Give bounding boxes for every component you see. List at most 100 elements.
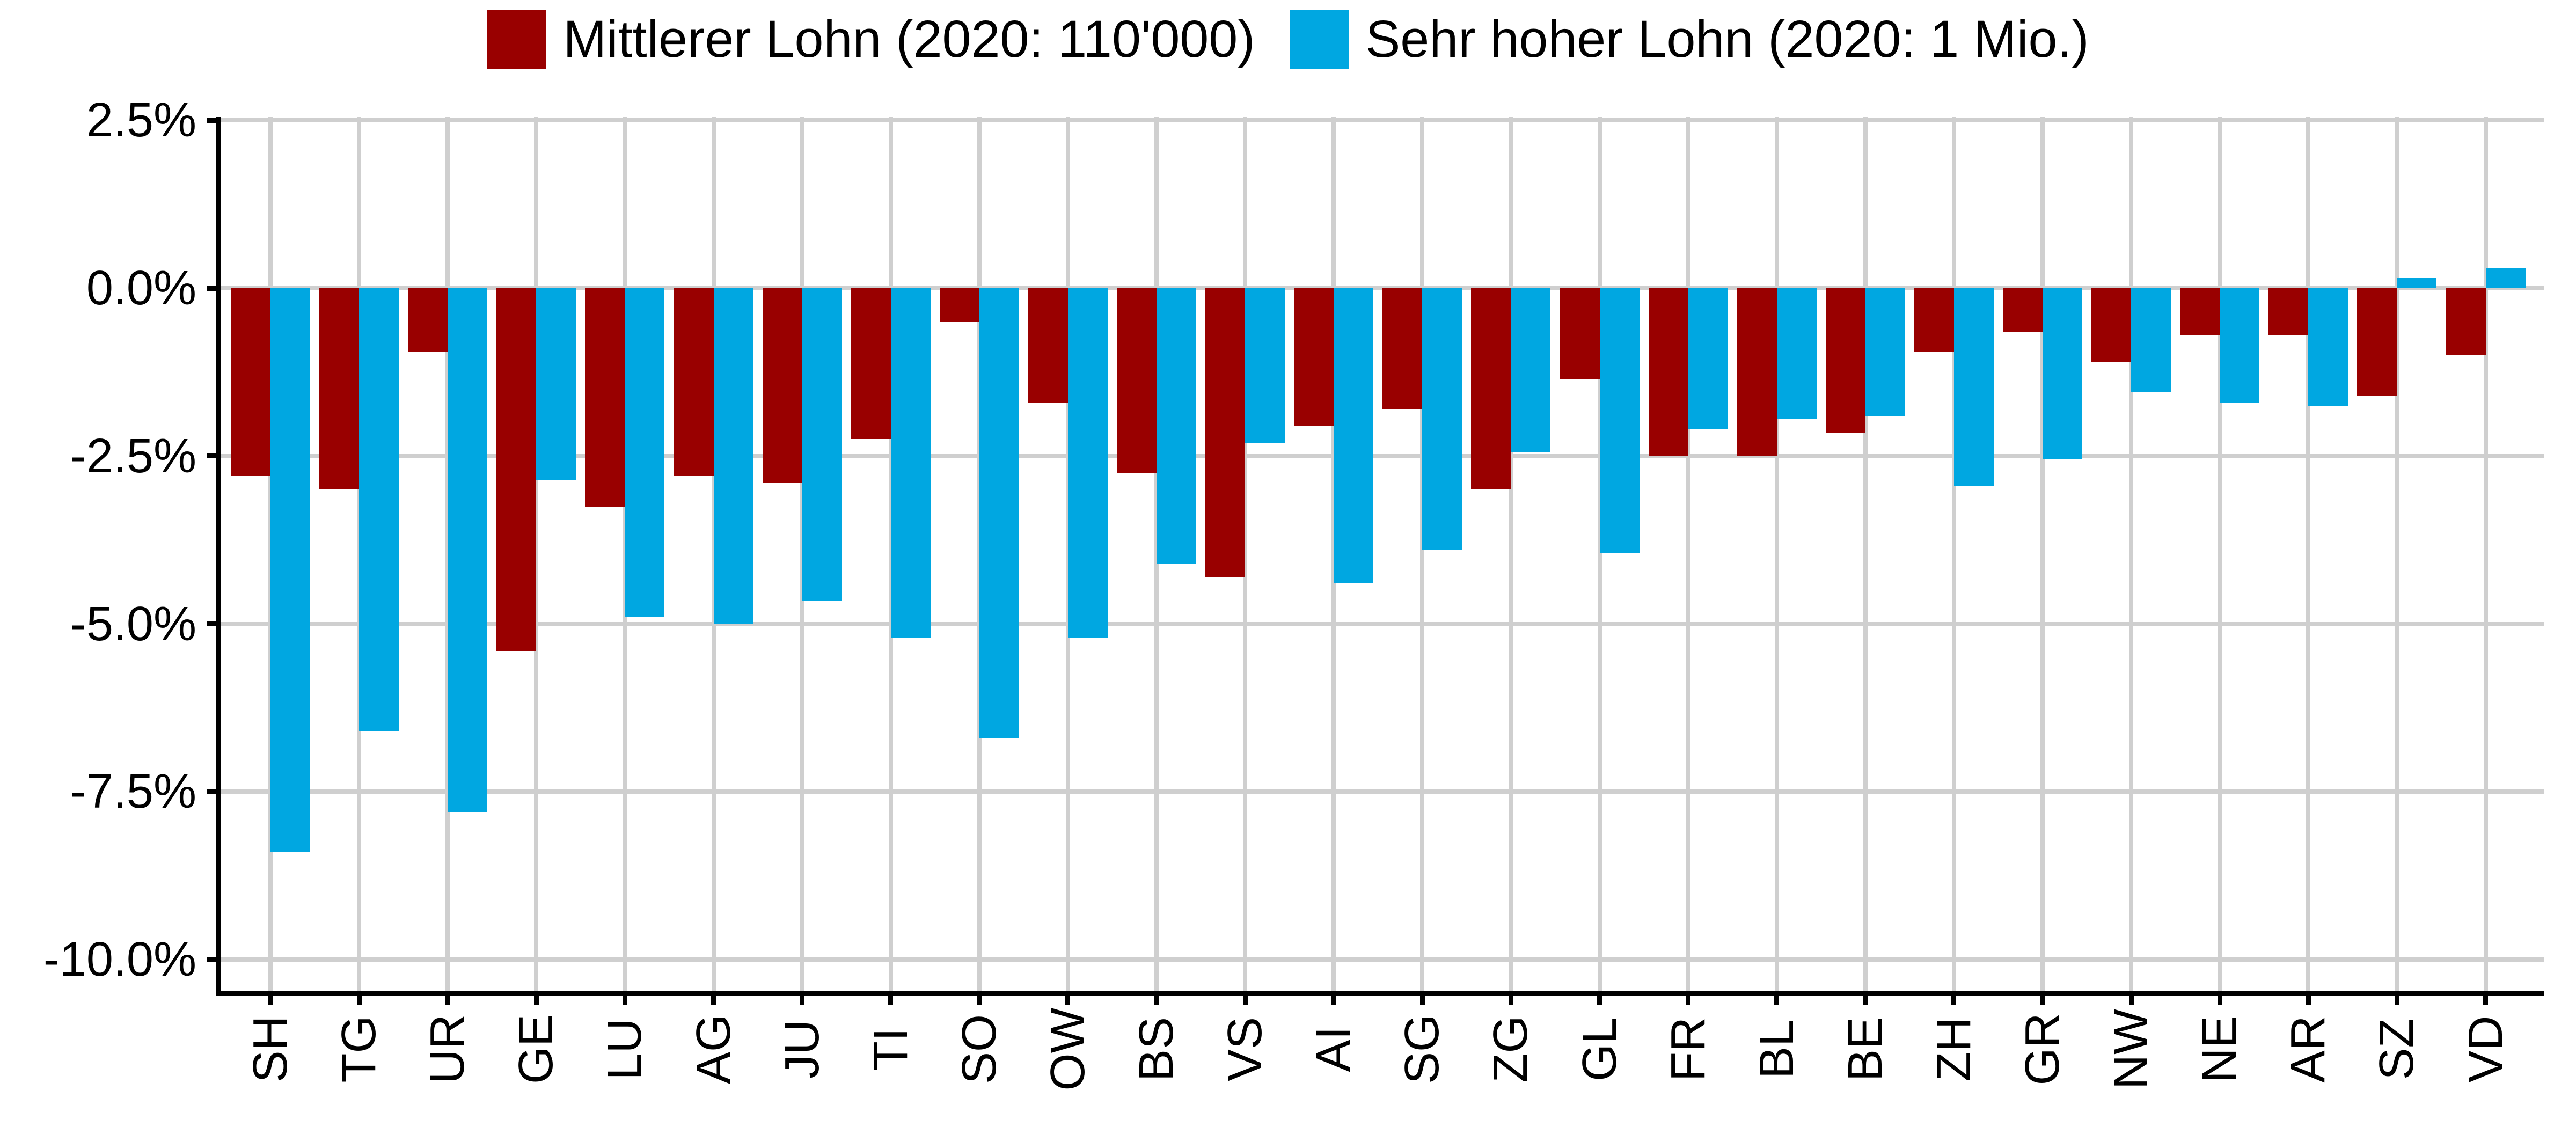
bar-mittlerer-TI xyxy=(851,288,891,440)
x-tick-label-LU: LU xyxy=(598,1018,652,1080)
bar-mittlerer-AI xyxy=(1294,288,1334,426)
x-tick-label-GR: GR xyxy=(2016,1013,2069,1086)
y-tick-label--5.0%: -5.0% xyxy=(70,597,196,651)
x-tick-BL xyxy=(1774,996,1780,1005)
bar-mittlerer-NE xyxy=(2180,288,2220,335)
bar-mittlerer-NW xyxy=(2091,288,2132,362)
y-tick--5.0% xyxy=(207,621,216,626)
bar-sehr-hoher-BE xyxy=(1865,288,1905,416)
bar-mittlerer-GE xyxy=(496,288,537,651)
x-tick-label-ZH: ZH xyxy=(1927,1017,1981,1081)
gridline-x-SZ xyxy=(2395,117,2399,993)
x-tick-TI xyxy=(888,996,894,1005)
x-tick-OW xyxy=(1065,996,1071,1005)
bar-sehr-hoher-ZG xyxy=(1511,288,1551,453)
x-tick-label-TG: TG xyxy=(332,1015,386,1083)
y-tick-label-0.0%: 0.0% xyxy=(86,261,196,315)
bar-mittlerer-GR xyxy=(2003,288,2043,332)
x-tick-label-NE: NE xyxy=(2193,1015,2247,1083)
x-tick-UR xyxy=(445,996,450,1005)
x-tick-SO xyxy=(977,996,982,1005)
bar-sehr-hoher-SH xyxy=(270,288,310,852)
bar-sehr-hoher-GR xyxy=(2043,288,2082,459)
x-tick-NE xyxy=(2217,996,2222,1005)
x-tick-label-GE: GE xyxy=(509,1014,564,1085)
bar-mittlerer-AG xyxy=(674,288,714,477)
gridline-x-ZH xyxy=(1951,117,1956,993)
bar-mittlerer-GL xyxy=(1560,288,1600,379)
bar-sehr-hoher-OW xyxy=(1067,288,1108,638)
bar-mittlerer-VS xyxy=(1205,288,1246,577)
x-tick-BS xyxy=(1154,996,1159,1005)
x-tick-label-ZG: ZG xyxy=(1484,1015,1538,1083)
x-tick-label-GL: GL xyxy=(1572,1016,1627,1082)
bar-sehr-hoher-JU xyxy=(802,288,842,601)
x-tick-BE xyxy=(1863,996,1868,1005)
bar-sehr-hoher-FR xyxy=(1688,288,1728,429)
x-tick-TG xyxy=(356,996,362,1005)
gridline-x-BL xyxy=(1774,117,1779,993)
gridline-x-GR xyxy=(2040,117,2045,993)
x-tick-label-SH: SH xyxy=(244,1015,297,1083)
x-tick-label-TI: TI xyxy=(863,1028,918,1071)
bar-mittlerer-AR xyxy=(2268,288,2309,335)
x-tick-VD xyxy=(2483,996,2488,1005)
legend-label-mittlerer-lohn: Mittlerer Lohn (2020: 110'000) xyxy=(563,10,1255,68)
gridline-x-VD xyxy=(2483,117,2488,993)
bar-sehr-hoher-SG xyxy=(1422,288,1462,550)
bar-mittlerer-BS xyxy=(1117,288,1157,473)
x-tick-ZH xyxy=(1951,996,1957,1005)
x-tick-label-AR: AR xyxy=(2281,1015,2336,1083)
bar-mittlerer-TG xyxy=(319,288,360,490)
gridline-x-NW xyxy=(2129,117,2134,993)
bar-sehr-hoher-AI xyxy=(1334,288,1374,584)
x-tick-label-VS: VS xyxy=(1218,1016,1272,1082)
x-tick-label-BE: BE xyxy=(1838,1016,1892,1082)
x-tick-FR xyxy=(1686,996,1691,1005)
y-tick-0.0% xyxy=(207,286,216,291)
bar-sehr-hoher-SO xyxy=(979,288,1019,738)
y-tick--2.5% xyxy=(207,453,216,459)
bar-sehr-hoher-AG xyxy=(713,288,753,624)
gridline-x-SG xyxy=(1420,117,1425,993)
legend-item-mittlerer-lohn: Mittlerer Lohn (2020: 110'000) xyxy=(487,10,1255,69)
bar-sehr-hoher-ZH xyxy=(1953,288,1994,487)
x-tick-label-OW: OW xyxy=(1041,1007,1095,1091)
x-tick-label-BL: BL xyxy=(1750,1019,1804,1079)
y-axis-line xyxy=(216,117,221,996)
x-tick-SH xyxy=(268,996,273,1005)
y-tick-label-2.5%: 2.5% xyxy=(86,93,196,148)
bar-mittlerer-SH xyxy=(231,288,270,477)
bar-sehr-hoher-VD xyxy=(2485,268,2526,288)
x-tick-label-AG: AG xyxy=(686,1014,741,1085)
x-tick-NW xyxy=(2128,996,2134,1005)
gridline-x-VS xyxy=(1243,117,1248,993)
x-tick-label-SG: SG xyxy=(1395,1014,1450,1085)
bar-mittlerer-SG xyxy=(1382,288,1423,409)
bar-mittlerer-OW xyxy=(1028,288,1068,402)
y-tick-label--7.5%: -7.5% xyxy=(70,765,196,819)
bar-sehr-hoher-LU xyxy=(625,288,665,617)
x-tick-label-FR: FR xyxy=(1661,1017,1715,1081)
x-axis-line xyxy=(216,991,2544,996)
y-tick-label--10.0%: -10.0% xyxy=(43,933,196,986)
bar-mittlerer-BL xyxy=(1737,288,1777,456)
x-tick-JU xyxy=(800,996,805,1005)
x-tick-label-AI: AI xyxy=(1307,1026,1361,1072)
bar-sehr-hoher-BS xyxy=(1157,288,1196,564)
x-tick-GR xyxy=(2040,996,2045,1005)
x-tick-GE xyxy=(533,996,539,1005)
gridline-y-0.0% xyxy=(221,286,2544,290)
legend-label-sehr-hoher-lohn: Sehr hoher Lohn (2020: 1 Mio.) xyxy=(1365,10,2089,68)
bar-mittlerer-LU xyxy=(585,288,625,507)
gridline-y--10.0% xyxy=(221,957,2544,962)
bar-mittlerer-BE xyxy=(1825,288,1865,433)
bar-sehr-hoher-NW xyxy=(2131,288,2171,392)
bar-sehr-hoher-UR xyxy=(448,288,488,812)
legend-swatch-mittlerer-lohn xyxy=(487,10,546,69)
bar-mittlerer-ZG xyxy=(1471,288,1511,490)
bar-sehr-hoher-GE xyxy=(536,288,576,480)
bar-mittlerer-FR xyxy=(1648,288,1688,456)
gridline-x-GE xyxy=(534,117,539,993)
